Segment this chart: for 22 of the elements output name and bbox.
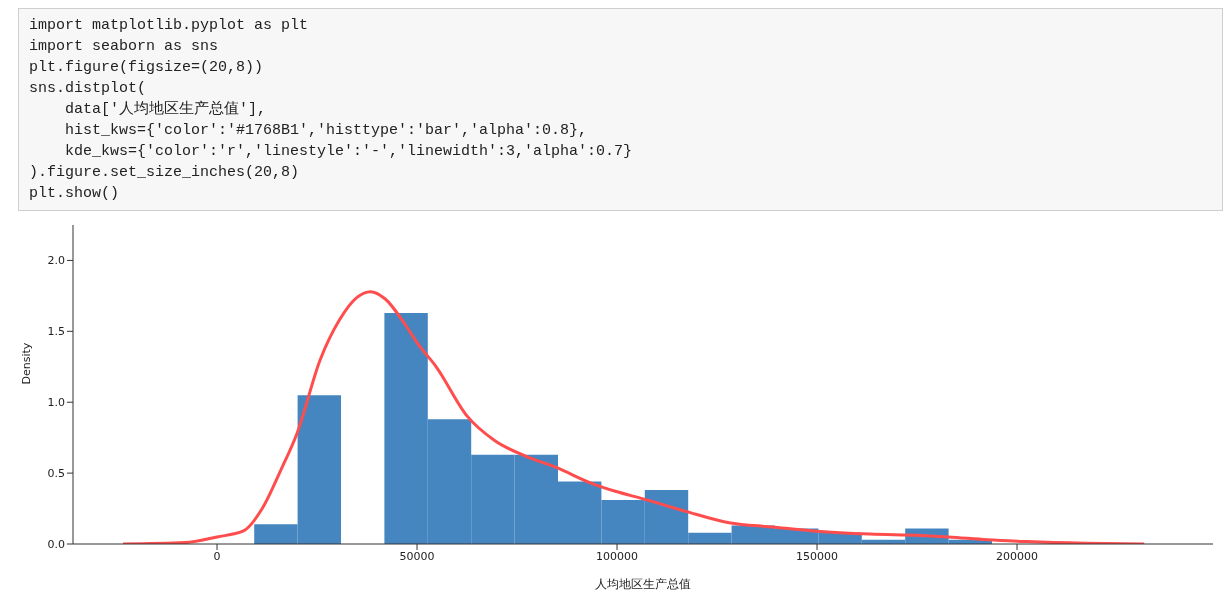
- y-tick-label: 0.5: [47, 467, 65, 481]
- text: kde_kws={'color':'r','linestyle':'-','linewidth':3,'alpha':0.7}: [64, 142, 634, 162]
- y-tick-label: 2.0: [47, 254, 65, 268]
- x-tick-label: 200000: [996, 549, 1038, 563]
- text: plt.show(): [29, 184, 120, 204]
- y-tick-label: 0.0: [47, 537, 65, 551]
- text: hist_kws={'color':'#1768B1','histtype':'bar','alpha':0.8},: [64, 121, 589, 141]
- y-tick-label: 1.5: [47, 325, 65, 339]
- y-axis-title: Density: [19, 342, 33, 385]
- text: import seaborn as sns: [29, 37, 220, 57]
- x-axis-title: 人均地区生产总值: [595, 577, 691, 591]
- text: import matplotlib.pyplot as plt: [29, 16, 310, 36]
- text: data['人均地区生产总值'],: [64, 99, 268, 120]
- x-tick-label: 0: [213, 549, 221, 563]
- text: ).figure.set_size_inches(20,8): [29, 163, 301, 183]
- line-series: [121, 290, 1146, 544]
- x-tick-label: 50000: [399, 549, 435, 563]
- text: plt.figure(figsize=(20,8)): [29, 58, 265, 78]
- x-tick-label: 100000: [596, 549, 638, 563]
- text: sns.distplot(: [29, 79, 148, 99]
- x-tick-label: 150000: [796, 549, 838, 563]
- y-tick-label: 1.0: [47, 396, 65, 410]
